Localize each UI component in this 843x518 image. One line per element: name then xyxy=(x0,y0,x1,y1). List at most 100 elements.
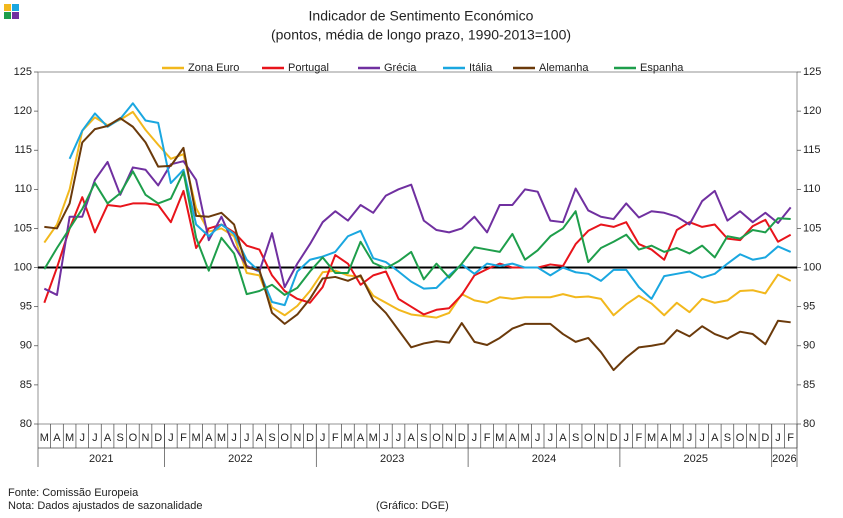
legend-label: Grécia xyxy=(384,62,417,74)
x-tick-label: A xyxy=(357,432,365,444)
y2-tick-label: 110 xyxy=(803,183,821,195)
x-tick-label: S xyxy=(724,432,731,444)
series-line xyxy=(43,110,792,319)
y-tick-label: 120 xyxy=(14,105,32,117)
series-line xyxy=(43,160,792,296)
y2-tick-label: 105 xyxy=(803,222,821,234)
x-tick-label: A xyxy=(256,432,264,444)
chart-title: Indicador de Sentimento Económico xyxy=(309,8,534,24)
x-tick-label: A xyxy=(661,432,669,444)
x-tick-label: J xyxy=(548,432,554,444)
y2-tick-label: 80 xyxy=(803,418,815,430)
x-tick-label: J xyxy=(699,432,705,444)
x-tick-label: A xyxy=(711,432,719,444)
legend-label: Espanha xyxy=(640,62,684,74)
x-tick-label: N xyxy=(597,432,605,444)
x-tick-label: J xyxy=(383,432,389,444)
x-tick-label: O xyxy=(584,432,593,444)
legend-label: Itália xyxy=(469,62,493,74)
series-line xyxy=(68,102,792,307)
x-tick-label: M xyxy=(495,432,504,444)
x-tick-label: J xyxy=(775,432,781,444)
x-tick-label: M xyxy=(672,432,681,444)
y-tick-label: 85 xyxy=(20,379,32,391)
x-group-label: 2026 xyxy=(772,453,796,465)
x-tick-label: S xyxy=(268,432,275,444)
x-tick-label: J xyxy=(623,432,629,444)
x-tick-label: M xyxy=(343,432,352,444)
plot-frame xyxy=(37,71,798,425)
x-tick-label: J xyxy=(168,432,174,444)
x-tick-label: M xyxy=(192,432,201,444)
x-group-label: 2021 xyxy=(89,453,113,465)
y2-tick-label: 95 xyxy=(803,301,815,313)
legend-label: Alemanha xyxy=(539,62,589,74)
x-tick-label: O xyxy=(280,432,289,444)
y-tick-label: 115 xyxy=(14,144,32,156)
x-tick-label: S xyxy=(117,432,124,444)
x-tick-label: J xyxy=(80,432,86,444)
x-tick-label: N xyxy=(445,432,453,444)
x-tick-label: A xyxy=(408,432,416,444)
y-tick-label: 95 xyxy=(20,301,32,313)
x-group-label: 2025 xyxy=(684,453,708,465)
source: Fonte: Comissão Europeia xyxy=(8,487,139,499)
x-tick-label: O xyxy=(432,432,441,444)
x-tick-label: A xyxy=(104,432,112,444)
x-tick-label: O xyxy=(129,432,138,444)
x-tick-label: S xyxy=(420,432,427,444)
legend-label: Portugal xyxy=(288,62,329,74)
x-tick-label: N xyxy=(293,432,301,444)
x-tick-label: M xyxy=(369,432,378,444)
y-tick-label: 105 xyxy=(14,222,32,234)
x-tick-label: O xyxy=(736,432,745,444)
x-tick-label: J xyxy=(244,432,250,444)
x-group-label: 2022 xyxy=(228,453,252,465)
x-tick-label: A xyxy=(559,432,567,444)
x-tick-label: M xyxy=(217,432,226,444)
x-tick-label: N xyxy=(749,432,757,444)
x-group-label: 2024 xyxy=(532,453,556,465)
x-tick-label: A xyxy=(53,432,61,444)
x-tick-label: J xyxy=(687,432,693,444)
series-line xyxy=(43,189,792,316)
series-line xyxy=(44,117,791,372)
x-tick-label: M xyxy=(65,432,74,444)
y2-tick-label: 115 xyxy=(803,144,821,156)
x-tick-label: J xyxy=(472,432,478,444)
y2-tick-label: 125 xyxy=(803,66,821,78)
y-tick-label: 80 xyxy=(20,418,32,430)
note: Nota: Dados ajustados de sazonalidade xyxy=(8,500,202,512)
x-tick-label: M xyxy=(520,432,529,444)
x-tick-label: D xyxy=(154,432,162,444)
x-tick-label: D xyxy=(610,432,618,444)
x-tick-label: M xyxy=(40,432,49,444)
x-tick-label: J xyxy=(320,432,326,444)
x-tick-label: D xyxy=(306,432,314,444)
y2-tick-label: 90 xyxy=(803,340,815,352)
y-tick-label: 90 xyxy=(20,340,32,352)
legend-label: Zona Euro xyxy=(188,62,239,74)
credit: (Gráfico: DGE) xyxy=(376,500,449,512)
x-tick-label: J xyxy=(535,432,541,444)
x-tick-label: A xyxy=(509,432,517,444)
x-tick-label: S xyxy=(572,432,579,444)
x-tick-label: D xyxy=(761,432,769,444)
x-tick-label: N xyxy=(142,432,150,444)
x-tick-label: F xyxy=(636,432,643,444)
x-tick-label: A xyxy=(205,432,213,444)
y2-tick-label: 85 xyxy=(803,379,815,391)
logo xyxy=(4,4,19,19)
y2-tick-label: 120 xyxy=(803,105,821,117)
x-tick-label: F xyxy=(332,432,339,444)
y2-tick-label: 100 xyxy=(803,261,821,273)
x-tick-label: M xyxy=(647,432,656,444)
x-tick-label: D xyxy=(458,432,466,444)
x-tick-label: F xyxy=(787,432,794,444)
chart-subtitle: (pontos, média de longo prazo, 1990-2013… xyxy=(271,27,571,43)
x-tick-label: F xyxy=(484,432,491,444)
x-tick-label: J xyxy=(231,432,237,444)
y-tick-label: 100 xyxy=(14,261,32,273)
series-line xyxy=(43,170,791,296)
